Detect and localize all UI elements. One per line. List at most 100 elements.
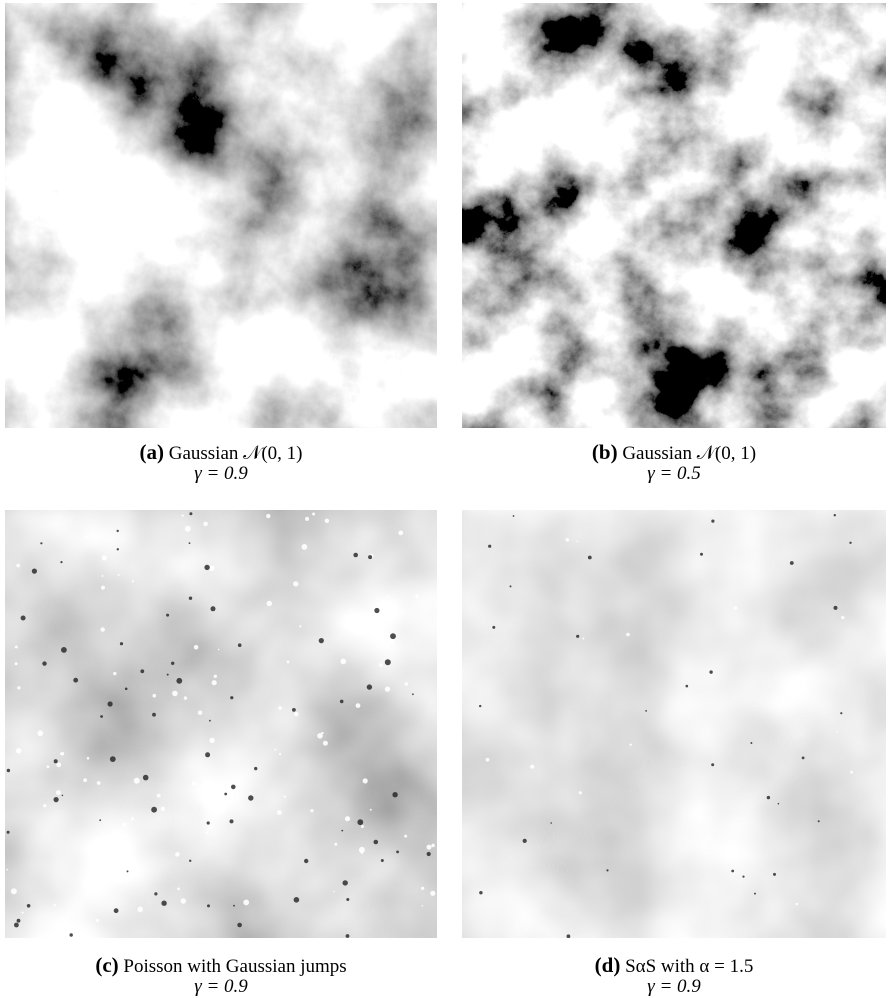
speck <box>238 643 242 647</box>
speck <box>176 678 182 684</box>
speck <box>492 626 495 629</box>
figure: {"panels": [ {"label": "(a)", "caption":… <box>0 0 889 998</box>
speck <box>224 793 227 796</box>
speck <box>37 730 43 736</box>
texture-image <box>5 510 437 938</box>
speck <box>205 752 210 757</box>
speck <box>185 526 191 532</box>
noise-field <box>5 3 437 428</box>
speck <box>101 627 105 631</box>
speck <box>686 685 689 688</box>
speck <box>381 859 384 862</box>
speck <box>626 633 630 637</box>
speck <box>356 703 361 708</box>
speck <box>802 757 805 760</box>
speck <box>834 606 838 610</box>
speck <box>834 514 836 516</box>
speck <box>161 901 166 906</box>
speck <box>134 778 140 784</box>
panel-label: (d) <box>595 953 621 977</box>
speck <box>120 642 123 645</box>
speck <box>325 519 329 523</box>
speck <box>143 775 149 781</box>
speck <box>579 791 582 794</box>
speck <box>415 594 419 598</box>
speck <box>211 606 216 611</box>
speck <box>54 759 58 763</box>
speck <box>840 712 842 714</box>
speck <box>405 682 409 686</box>
speck <box>818 820 820 822</box>
speck <box>267 601 272 606</box>
speck <box>16 564 20 568</box>
speck <box>166 614 169 617</box>
speck <box>237 923 242 928</box>
speck <box>392 792 397 797</box>
speck <box>323 741 328 746</box>
speck <box>334 843 337 846</box>
speck <box>17 686 20 689</box>
panel-label: (a) <box>139 440 164 464</box>
speck <box>292 708 296 712</box>
speck <box>209 565 215 571</box>
speck <box>357 819 363 825</box>
speck <box>172 691 178 697</box>
speck <box>153 694 157 698</box>
speck <box>396 851 399 854</box>
speck <box>304 859 308 863</box>
caption-param: γ = 0.9 <box>194 463 248 484</box>
speck <box>27 904 31 908</box>
speck <box>588 556 592 560</box>
speck <box>488 545 491 548</box>
speck <box>113 672 116 675</box>
speck <box>790 561 794 565</box>
speck <box>550 822 552 824</box>
speck <box>189 512 192 515</box>
speck <box>319 638 324 643</box>
caption: (a) Gaussian 𝒩(0, 1) γ = 0.9 <box>5 442 437 484</box>
speck <box>305 517 309 521</box>
speck <box>171 662 174 665</box>
speck <box>422 905 424 907</box>
speck <box>731 870 734 873</box>
speck <box>427 845 432 850</box>
speck <box>577 541 579 543</box>
caption-text: Gaussian 𝒩(0, 1) <box>169 443 303 464</box>
speck <box>131 817 134 820</box>
speck <box>123 823 127 827</box>
speck <box>389 639 394 644</box>
speck <box>198 711 202 715</box>
speck <box>108 701 113 706</box>
speck <box>184 696 187 699</box>
speck <box>700 553 703 556</box>
speck <box>346 898 349 901</box>
speck <box>479 891 482 894</box>
speck <box>22 912 24 914</box>
caption-text: Gaussian 𝒩(0, 1) <box>622 443 756 464</box>
speck <box>83 778 87 782</box>
speck <box>385 686 390 691</box>
speck <box>287 661 290 664</box>
speck <box>125 688 128 691</box>
speck <box>17 919 21 923</box>
noise-field <box>5 510 437 938</box>
caption-text: SαS with α = 1.5 <box>625 956 753 977</box>
caption-param: γ = 0.5 <box>647 463 701 484</box>
speck <box>88 863 93 868</box>
speck <box>340 658 346 664</box>
speck <box>32 569 37 574</box>
speck <box>60 561 62 563</box>
speck <box>7 831 10 834</box>
speck <box>73 678 78 683</box>
speck <box>374 840 379 845</box>
speck <box>16 748 21 753</box>
speck <box>266 514 270 518</box>
speck <box>376 641 378 643</box>
speck <box>773 873 776 876</box>
speck <box>189 860 191 862</box>
speck <box>175 852 180 857</box>
speck <box>209 720 211 722</box>
speck <box>530 765 534 769</box>
speck <box>62 795 64 797</box>
speck <box>151 807 157 813</box>
